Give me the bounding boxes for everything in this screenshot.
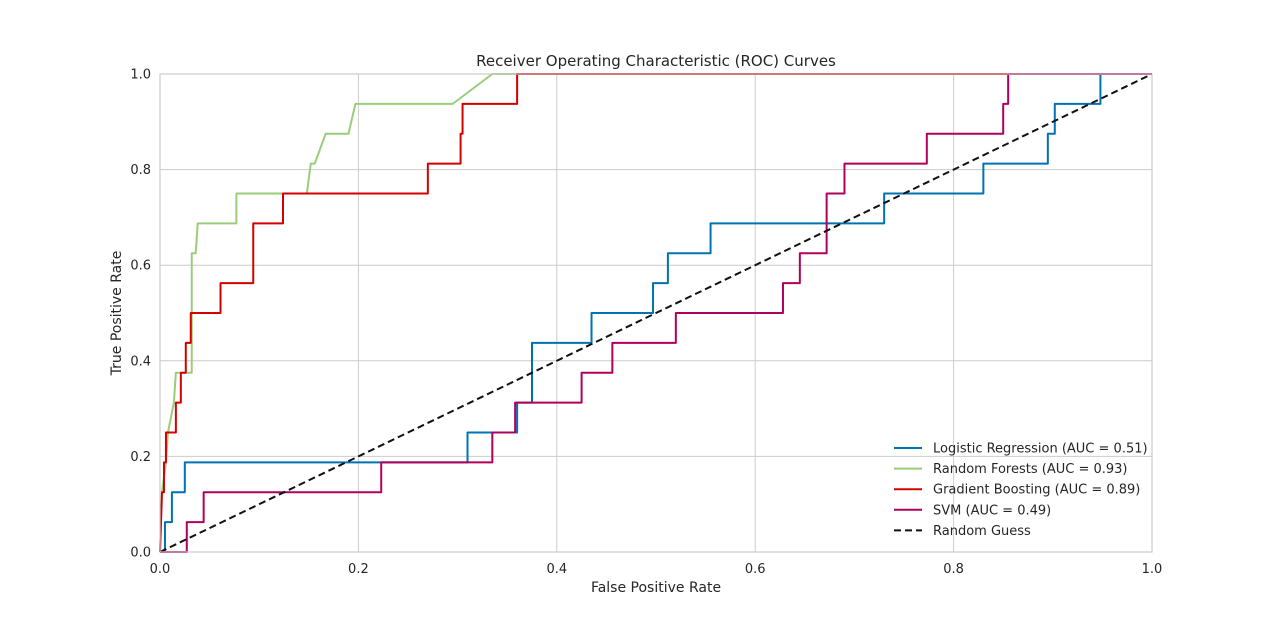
series-line-2 <box>159 73 1152 553</box>
series-line-3 <box>160 73 1152 553</box>
x-tick-label: 0.6 <box>745 562 766 577</box>
tick-labels: 0.0 0.2 0.4 0.6 0.8 1.0 0.0 0.2 0.4 0.6 0.8 1.0 <box>130 68 1162 578</box>
series-line-1 <box>159 73 1152 553</box>
plot-frame <box>159 73 1153 553</box>
x-tick-label: 0.8 <box>943 562 964 577</box>
x-axis-label: False Positive Rate <box>591 580 721 596</box>
y-tick-label: 0.0 <box>130 546 151 561</box>
y-tick-label: 0.4 <box>130 354 151 369</box>
y-tick-label: 1.0 <box>130 68 151 83</box>
legend-label: SVM (AUC = 0.49) <box>933 503 1051 518</box>
y-axis-label: True Positive Rate <box>109 251 125 377</box>
legend-label: Random Forests (AUC = 0.93) <box>933 462 1128 477</box>
legend: Logistic Regression (AUC = 0.51) Random F… <box>894 442 1148 539</box>
legend-label: Random Guess <box>933 524 1031 539</box>
legend-label: Gradient Boosting (AUC = 0.89) <box>933 483 1140 498</box>
chart-title: Receiver Operating Characteristic (ROC) … <box>476 52 836 70</box>
series-line-4 <box>159 73 1153 553</box>
y-tick-label: 0.2 <box>130 450 151 465</box>
x-tick-label: 0.0 <box>150 562 171 577</box>
x-tick-label: 0.2 <box>348 562 369 577</box>
series-lines <box>159 73 1153 553</box>
y-tick-label: 0.8 <box>130 163 151 178</box>
x-tick-label: 1.0 <box>1142 562 1163 577</box>
x-tick-label: 0.4 <box>546 562 567 577</box>
legend-label: Logistic Regression (AUC = 0.51) <box>933 442 1148 457</box>
y-tick-label: 0.6 <box>130 259 151 274</box>
series-line-0 <box>160 73 1152 553</box>
